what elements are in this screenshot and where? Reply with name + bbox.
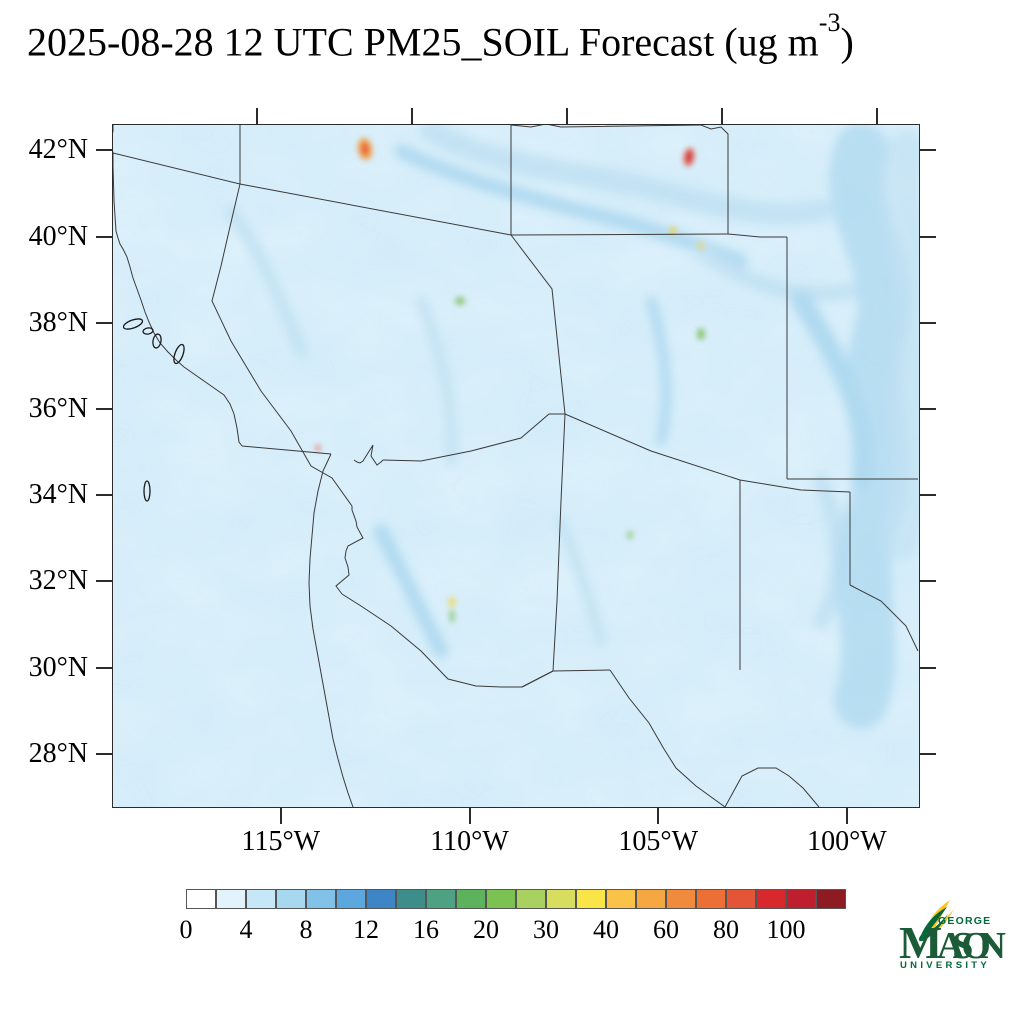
svg-text:UNIVERSITY: UNIVERSITY: [900, 960, 990, 971]
